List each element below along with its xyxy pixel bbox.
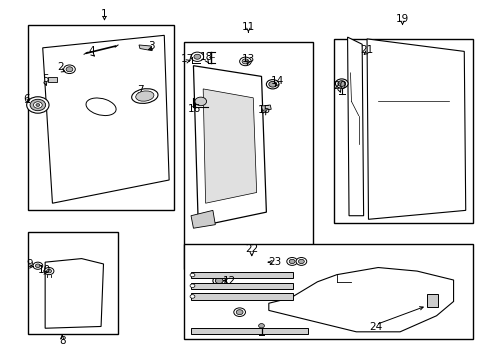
Text: 2: 2 [57,63,64,72]
Circle shape [66,67,73,72]
Circle shape [286,257,297,265]
Text: 15: 15 [258,105,271,115]
Bar [426,294,437,307]
Circle shape [268,81,276,87]
Circle shape [335,79,347,88]
Text: 20: 20 [332,81,345,91]
Polygon shape [347,37,363,216]
Text: 5: 5 [42,74,48,84]
Bar [191,293,292,300]
Circle shape [194,54,201,59]
Polygon shape [268,267,453,332]
Circle shape [298,259,304,264]
Polygon shape [366,39,465,219]
Circle shape [33,262,42,269]
Circle shape [242,59,248,64]
Circle shape [258,324,264,328]
Ellipse shape [136,91,154,101]
Text: 8: 8 [59,337,65,346]
Text: 9: 9 [26,259,33,269]
Text: 16: 16 [187,104,201,114]
Bar [191,328,307,334]
Bar [28,24,174,210]
Text: 11: 11 [241,22,255,32]
Circle shape [236,310,243,315]
Polygon shape [203,89,256,203]
Bar [191,272,292,278]
Bar [28,232,118,334]
Circle shape [212,276,225,285]
Circle shape [295,257,306,265]
Polygon shape [261,105,271,111]
Circle shape [190,284,195,288]
Ellipse shape [86,98,116,116]
Text: 6: 6 [23,94,30,104]
Circle shape [195,97,206,106]
Ellipse shape [131,89,158,103]
Polygon shape [193,66,266,226]
Text: 14: 14 [270,76,284,86]
Circle shape [63,65,75,73]
Text: 18: 18 [200,53,213,63]
Circle shape [46,269,51,273]
Polygon shape [191,210,215,228]
Text: 10: 10 [38,265,51,275]
Circle shape [36,104,40,107]
Text: 1: 1 [101,9,107,19]
Text: 22: 22 [244,244,258,253]
Circle shape [30,99,45,111]
Circle shape [27,97,49,113]
Circle shape [266,80,279,89]
Bar [183,244,472,339]
Bar [191,283,292,289]
Polygon shape [139,45,152,51]
Polygon shape [45,258,103,328]
Bar [334,39,472,223]
Circle shape [239,57,251,66]
Text: 17: 17 [181,54,194,64]
Text: 13: 13 [241,54,255,64]
Text: 4: 4 [88,46,95,56]
Text: 7: 7 [136,85,143,95]
Text: 12: 12 [223,276,236,286]
Polygon shape [47,77,57,82]
Circle shape [288,259,294,264]
Circle shape [337,81,345,86]
Text: 19: 19 [395,14,408,23]
Circle shape [190,273,195,277]
Text: 23: 23 [267,257,281,267]
Polygon shape [42,35,169,203]
Circle shape [191,52,203,62]
Circle shape [44,267,54,275]
Circle shape [33,102,42,108]
Circle shape [233,308,245,316]
Text: 21: 21 [360,45,373,55]
Circle shape [215,278,223,284]
Circle shape [35,264,40,267]
Bar [183,42,312,269]
Text: 24: 24 [368,322,382,332]
Text: 3: 3 [147,41,154,51]
Circle shape [190,295,195,298]
